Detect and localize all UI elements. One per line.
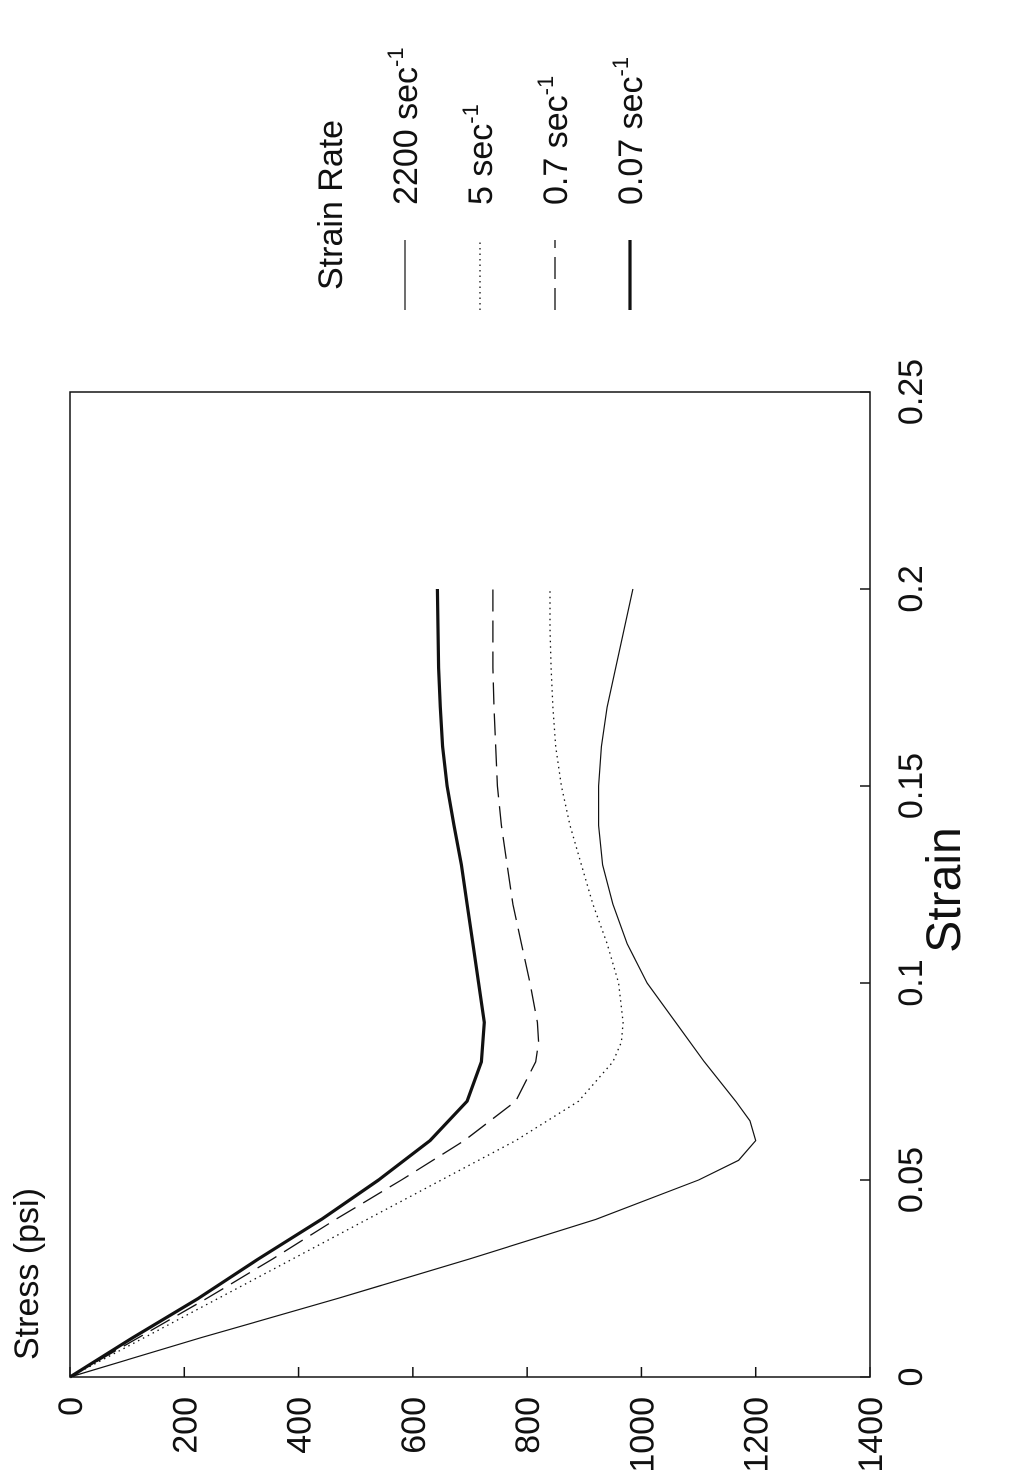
legend-label-2: 5 sec-1 — [458, 104, 500, 205]
legend: Strain Rate 2200 sec-1 5 sec-1 0.7 sec-1 0.… — [312, 47, 650, 310]
series-line-2 — [69, 589, 624, 1378]
legend-title: Strain Rate — [312, 120, 350, 290]
y-tick-label: 0 — [52, 1397, 90, 1416]
y-axis-title-group: Stress (psi) — [8, 1188, 46, 1360]
y-axis-title: Stress (psi) — [8, 1188, 46, 1360]
y-tick-label: 1400 — [852, 1397, 890, 1473]
y-tick-label: 400 — [281, 1397, 319, 1454]
x-tick-label: 0.2 — [892, 565, 930, 612]
y-tick-label: 1200 — [738, 1397, 776, 1473]
legend-label-superscript: -1 — [533, 76, 558, 96]
x-axis-ticks: 0 0.05 0.1 0.15 0.2 0.25 — [860, 359, 930, 1387]
legend-label-1: 2200 sec-1 — [383, 47, 425, 205]
y-tick-label: 200 — [166, 1397, 204, 1454]
series-line-3 — [69, 589, 540, 1378]
series-layer — [69, 588, 757, 1379]
x-axis-title: Strain — [918, 827, 971, 952]
y-axis-ticks: 0 200 400 600 800 1000 1200 1400 — [52, 1367, 890, 1473]
y-tick-label: 800 — [509, 1397, 547, 1454]
legend-label-superscript: -1 — [383, 47, 408, 67]
legend-label-superscript: -1 — [458, 104, 483, 124]
y-tick-label: 600 — [395, 1397, 433, 1454]
series-line-4 — [69, 588, 486, 1379]
legend-label-4: 0.07 sec-1 — [608, 57, 650, 205]
x-tick-label: 0.05 — [892, 1147, 930, 1213]
plot-frame — [69, 391, 871, 1378]
legend-label-3: 0.7 sec-1 — [533, 76, 575, 205]
y-tick-label: 1000 — [623, 1397, 661, 1473]
legend-label-superscript: -1 — [608, 57, 633, 77]
series-line-1 — [69, 588, 757, 1378]
x-tick-label: 0.1 — [892, 959, 930, 1006]
x-tick-label: 0.25 — [892, 359, 930, 425]
x-tick-label: 0.15 — [892, 753, 930, 819]
x-tick-label: 0 — [892, 1368, 930, 1387]
x-axis-title-group: Strain — [918, 827, 971, 952]
